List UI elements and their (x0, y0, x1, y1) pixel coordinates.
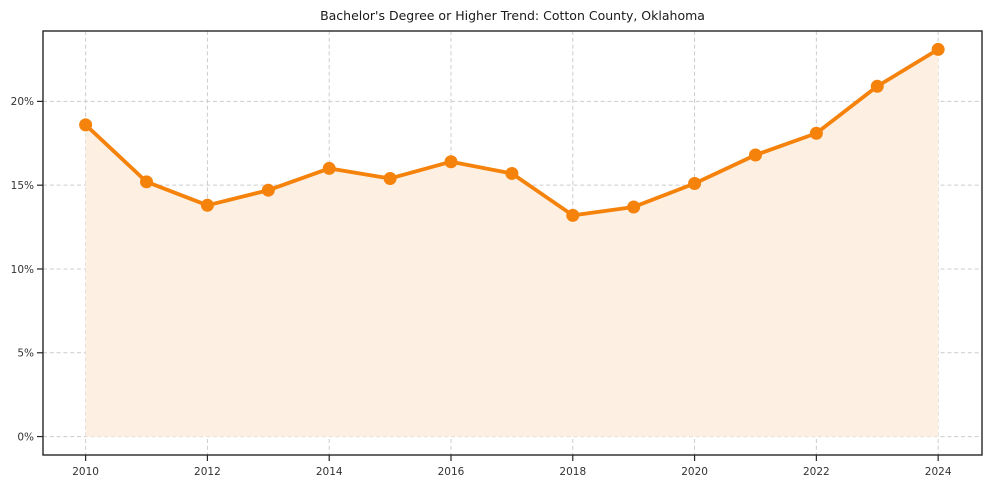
x-tick-label: 2024 (925, 466, 952, 478)
x-tick-label: 2018 (559, 466, 586, 478)
plot-border (42, 30, 983, 456)
data-point-2014 (322, 161, 336, 175)
data-point-2011 (140, 175, 154, 189)
data-point-2023 (870, 79, 884, 93)
x-tick-label: 2022 (803, 466, 830, 478)
area-fill (85, 49, 939, 437)
y-tick-label: 15% (11, 180, 34, 192)
y-tick-label: 0% (17, 431, 34, 443)
data-point-2021 (748, 148, 762, 162)
data-point-2017 (505, 166, 519, 180)
y-tick-label: 10% (11, 264, 34, 276)
data-point-2010 (79, 118, 93, 132)
x-tick-label: 2016 (438, 466, 465, 478)
x-tick-label: 2010 (72, 466, 99, 478)
data-point-2012 (200, 198, 214, 212)
data-point-2013 (261, 183, 275, 197)
data-point-2019 (627, 200, 641, 214)
chart-title: Bachelor's Degree or Higher Trend: Cotto… (320, 8, 705, 23)
data-point-2024 (931, 42, 945, 56)
data-point-2018 (566, 208, 580, 222)
y-tick-label: 20% (11, 96, 34, 108)
x-tick-label: 2014 (316, 466, 343, 478)
y-tick-label: 5% (17, 348, 34, 360)
x-tick-label: 2020 (681, 466, 708, 478)
data-point-2016 (444, 155, 458, 169)
data-point-2015 (383, 171, 397, 185)
x-tick-label: 2012 (194, 466, 221, 478)
data-point-2022 (809, 126, 823, 140)
data-point-2020 (688, 177, 702, 191)
